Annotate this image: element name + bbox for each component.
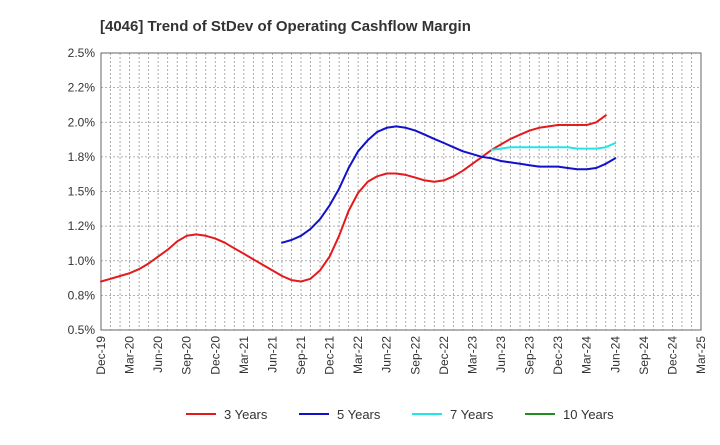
y-tick-label: 1.8% [68,150,96,164]
y-tick-label: 0.8% [68,288,96,302]
x-tick-label: Dec-23 [551,336,565,375]
x-tick-label: Dec-20 [208,336,222,375]
x-tick-label: Mar-25 [694,336,708,374]
x-tick-label: Jun-22 [380,336,394,373]
x-tick-label: Sep-22 [408,336,422,375]
x-tick-label: Sep-23 [523,336,537,375]
x-tick-label: Dec-19 [94,336,108,375]
y-tick-label: 2.0% [68,115,96,129]
x-tick-label: Mar-21 [237,336,251,374]
x-tick-label: Mar-23 [465,336,479,374]
x-tick-label: Mar-22 [351,336,365,374]
series-line-5-years [281,125,617,244]
legend-label: 10 Years [563,407,614,422]
x-tick-label: Mar-20 [123,336,137,374]
y-tick-label: 1.2% [68,219,96,233]
series-line-3-years [100,114,607,283]
x-tick-label: Jun-23 [494,336,508,373]
y-tick-label: 1.0% [68,254,96,268]
legend-label: 5 Years [337,407,381,422]
plot-border [100,52,702,331]
x-tick-label: Mar-24 [580,336,594,374]
y-tick-label: 1.5% [68,185,96,199]
x-tick-label: Sep-24 [637,336,651,375]
x-tick-label: Jun-21 [265,336,279,373]
x-tick-label: Dec-21 [323,336,337,375]
series-line-7-years [490,142,617,151]
x-tick-label: Jun-24 [608,336,622,373]
y-tick-label: 0.5% [68,323,96,337]
x-tick-label: Sep-21 [294,336,308,375]
x-tick-label: Jun-20 [151,336,165,373]
x-tick-label: Dec-24 [665,336,679,375]
chart-title: [4046] Trend of StDev of Operating Cashf… [100,18,471,35]
y-tick-label: 2.5% [68,46,96,60]
legend-label: 3 Years [224,407,268,422]
legend-label: 7 Years [450,407,494,422]
series-layer [100,114,617,283]
axis-layer: 0.5% 0.8% 1.0% 1.2% 1.5% 1.8% 2.0% 2.2% 2.5% Dec-… [68,46,708,375]
x-tick-label: Sep-20 [180,336,194,375]
y-tick-label: 2.2% [68,81,96,95]
legend: 3 Years 5 Years 7 Years 10 Years [186,407,614,422]
x-tick-label: Dec-22 [437,336,451,375]
